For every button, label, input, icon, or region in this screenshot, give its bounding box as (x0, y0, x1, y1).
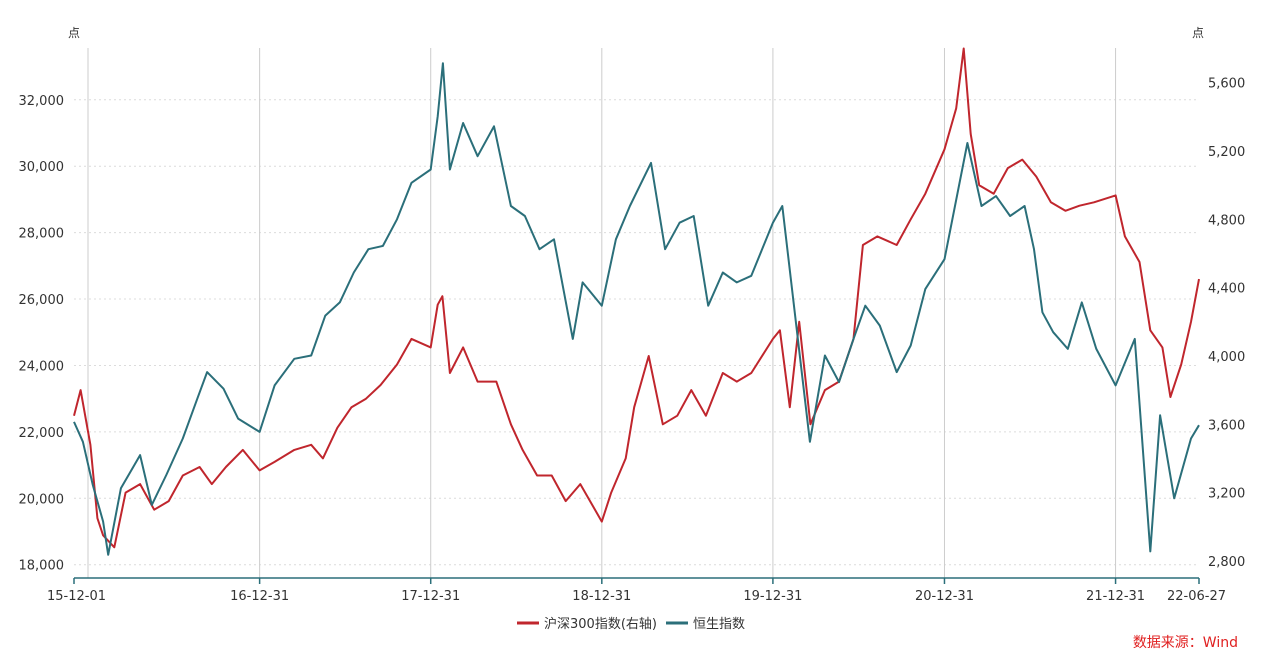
left-tick-label: 20,000 (19, 492, 65, 507)
right-axis-unit: 点 (1192, 26, 1204, 40)
left-tick-label: 24,000 (19, 359, 65, 374)
right-tick-label: 3,200 (1208, 487, 1245, 502)
x-tick-label: 17-12-31 (401, 589, 460, 604)
series-line-hs300 (73, 47, 1200, 549)
right-tick-label: 2,800 (1208, 555, 1245, 570)
right-tick-label: 5,200 (1208, 145, 1245, 160)
left-tick-label: 22,000 (19, 426, 65, 441)
left-tick-label: 28,000 (19, 227, 65, 242)
right-tick-label: 4,400 (1208, 282, 1245, 297)
left-tick-label: 32,000 (19, 94, 65, 109)
left-axis-ticks: 18,000 20,000 22,000 24,000 26,000 28,000 30,0… (19, 94, 65, 574)
legend: 沪深300指数(右轴) 恒生指数 (517, 616, 745, 632)
left-axis-unit: 点 (68, 26, 80, 40)
x-tick-label: 16-12-31 (230, 589, 289, 604)
series-lines (73, 47, 1200, 556)
left-tick-label: 30,000 (19, 160, 65, 175)
x-tick-label: 21-12-31 (1086, 589, 1145, 604)
legend-label-hs300: 沪深300指数(右轴) (544, 616, 657, 632)
x-axis-ticks: 15-12-01 16-12-31 17-12-31 18-12-31 19-12-31… (47, 578, 1226, 604)
legend-label-hsi: 恒生指数 (693, 617, 745, 632)
right-tick-label: 4,000 (1208, 350, 1245, 365)
x-tick-label: 18-12-31 (572, 589, 631, 604)
x-tick-label: 15-12-01 (47, 589, 106, 604)
right-tick-label: 3,600 (1208, 418, 1245, 433)
left-tick-label: 26,000 (19, 293, 65, 308)
right-tick-label: 4,800 (1208, 213, 1245, 228)
right-axis-ticks: 2,800 3,200 3,600 4,000 4,400 4,800 5,200 5,600 (1208, 77, 1245, 570)
x-tick-label: 22-06-27 (1167, 589, 1226, 604)
x-tick-label: 19-12-31 (743, 589, 802, 604)
vertical-gridlines (87, 48, 1117, 578)
left-tick-label: 18,000 (19, 559, 65, 574)
series-line-hsi (73, 62, 1200, 556)
right-tick-label: 5,600 (1208, 77, 1245, 92)
data-source-note: 数据来源：Wind (1133, 635, 1238, 651)
x-tick-label: 20-12-31 (915, 589, 974, 604)
